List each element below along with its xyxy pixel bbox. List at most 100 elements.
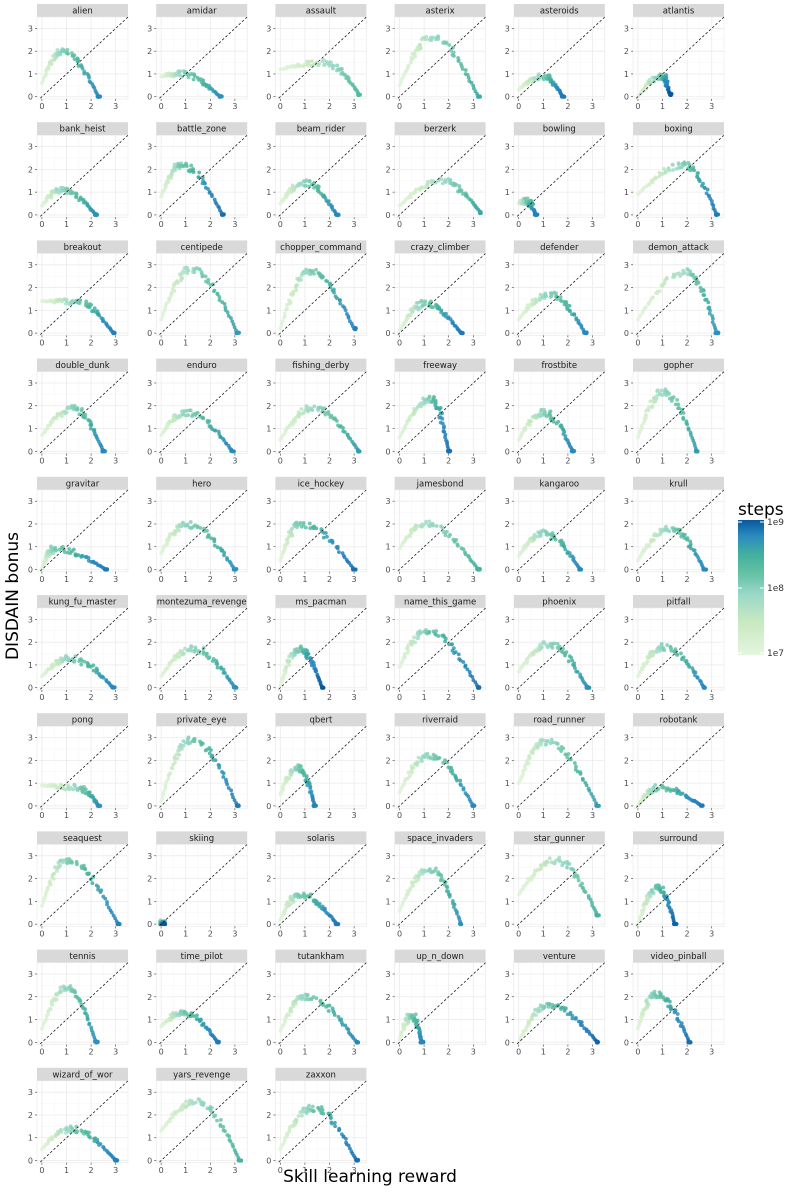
facet-strip — [37, 240, 128, 254]
scatter-point — [186, 648, 190, 653]
x-tick-label: 0 — [635, 929, 640, 938]
facet-strip — [37, 1067, 128, 1081]
scatter-point — [416, 300, 420, 305]
scatter-point — [559, 94, 564, 99]
scatter-point — [452, 539, 457, 544]
facet-strip — [633, 240, 724, 254]
scatter-point — [70, 860, 74, 865]
y-tick-label: 3 — [386, 143, 391, 152]
scatter-point — [661, 885, 666, 890]
scatter-points — [159, 408, 236, 454]
scatter-point — [422, 398, 427, 403]
x-tick-label: 0 — [159, 338, 164, 347]
scatter-point — [65, 186, 70, 191]
scatter-point — [589, 792, 594, 796]
scatter-point — [460, 67, 465, 71]
scatter-point — [82, 200, 86, 205]
x-tick-label: 2 — [208, 338, 213, 347]
x-tick-label: 1 — [422, 457, 427, 466]
x-tick-label: 3 — [709, 102, 714, 111]
x-tick-label: 2 — [89, 1166, 94, 1175]
y-tick-label: 2 — [147, 402, 152, 411]
y-tick-label: 3 — [386, 970, 391, 979]
scatter-point — [592, 797, 597, 802]
scatter-point — [594, 803, 599, 808]
x-tick-label: 0 — [159, 929, 164, 938]
scatter-point — [79, 408, 84, 413]
y-tick-label: 3 — [28, 615, 33, 624]
x-tick-label: 0 — [635, 457, 640, 466]
scatter-point — [339, 1017, 344, 1022]
scatter-point — [685, 267, 690, 271]
scatter-point — [175, 279, 179, 283]
facet-label: beam_rider — [297, 125, 346, 135]
scatter-points — [40, 297, 117, 336]
scatter-point — [91, 668, 96, 673]
scatter-point — [298, 181, 303, 186]
y-tick-label: 0 — [266, 920, 271, 929]
scatter-points — [40, 544, 110, 572]
scatter-point — [65, 406, 70, 411]
facet-label: kangaroo — [539, 479, 579, 489]
scatter-point — [542, 411, 547, 416]
y-tick-label: 1 — [28, 779, 33, 788]
x-tick-label: 2 — [89, 102, 94, 111]
scatter-points — [40, 403, 108, 454]
scatter-point — [84, 299, 89, 304]
x-tick-label: 1 — [64, 457, 69, 466]
scatter-point — [439, 876, 444, 881]
y-tick-label: 0 — [624, 329, 629, 338]
scatter-point — [711, 203, 716, 208]
y-tick-label: 0 — [386, 211, 391, 220]
scatter-point — [85, 1017, 90, 1022]
scatter-points — [636, 72, 674, 99]
scatter-point — [161, 794, 165, 798]
scatter-point — [459, 783, 463, 788]
scatter-point — [553, 537, 558, 542]
scatter-point — [406, 643, 411, 648]
scatter-point — [565, 865, 569, 870]
scatter-points — [397, 394, 453, 454]
scatter-point — [520, 201, 525, 206]
y-tick-label: 1 — [266, 70, 271, 79]
y-tick-label: 2 — [505, 638, 510, 647]
facet-strip — [37, 713, 128, 727]
scatter-point — [69, 1126, 74, 1131]
scatter-point — [536, 745, 540, 749]
y-tick-label: 0 — [505, 93, 510, 102]
x-tick-label: 3 — [113, 929, 118, 938]
x-tick-label: 0 — [278, 693, 283, 702]
scatter-point — [104, 567, 109, 572]
y-tick-label: 0 — [266, 802, 271, 811]
scatter-point — [333, 921, 338, 926]
x-tick-label: 2 — [565, 338, 570, 347]
scatter-point — [180, 520, 185, 525]
scatter-point — [212, 289, 216, 294]
facet-strip — [156, 949, 248, 963]
scatter-point — [49, 544, 53, 549]
facet-strip — [633, 949, 724, 963]
scatter-point — [197, 651, 202, 655]
scatter-point — [659, 388, 664, 393]
x-tick-label: 3 — [113, 693, 118, 702]
scatter-point — [399, 1030, 404, 1034]
x-tick-label: 2 — [89, 811, 94, 820]
scatter-point — [281, 675, 286, 680]
y-tick-label: 3 — [266, 261, 271, 270]
scatter-point — [82, 863, 86, 868]
facet-strip — [275, 831, 367, 845]
y-tick-label: 0 — [624, 920, 629, 929]
scatter-point — [664, 524, 668, 529]
scatter-point — [215, 662, 220, 667]
scatter-points — [159, 644, 239, 690]
x-tick-label: 0 — [39, 1048, 44, 1057]
scatter-point — [454, 182, 459, 187]
y-tick-label: 1 — [266, 779, 271, 788]
y-tick-label: 1 — [624, 306, 629, 315]
scatter-point — [59, 185, 63, 190]
scatter-point — [75, 407, 80, 412]
